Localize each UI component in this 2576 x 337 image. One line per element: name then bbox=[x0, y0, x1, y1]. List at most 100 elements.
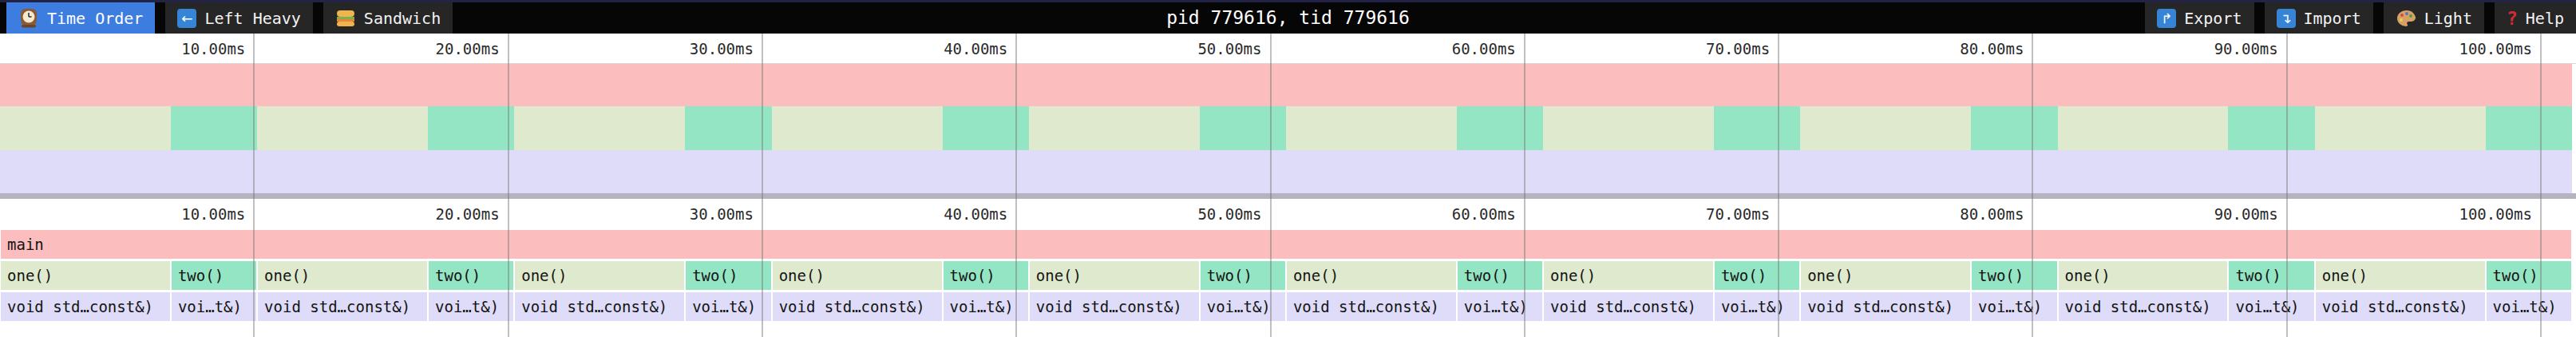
frame-block[interactable]: one() bbox=[1, 261, 170, 290]
speedscope-app: Time Order←Left HeavySandwich pid 779616… bbox=[0, 0, 2576, 337]
frame-block[interactable]: one() bbox=[2316, 261, 2485, 290]
minimap-frame[interactable] bbox=[1971, 150, 2058, 193]
export-button[interactable]: ↱Export bbox=[2145, 2, 2254, 34]
gridline bbox=[2540, 34, 2542, 337]
minimap-frame[interactable] bbox=[171, 150, 257, 193]
minimap-frame[interactable] bbox=[1971, 106, 2058, 150]
minimap-frame[interactable] bbox=[685, 150, 772, 193]
minimap-frame[interactable] bbox=[1286, 150, 1457, 193]
minimap-frame[interactable] bbox=[772, 150, 943, 193]
minimap-frame[interactable] bbox=[1800, 106, 1971, 150]
frame-label: voi…t&) bbox=[178, 298, 242, 315]
frame-label: voi…t&) bbox=[1207, 298, 1271, 315]
minimap-frame[interactable] bbox=[171, 106, 257, 150]
frame-block[interactable]: voi…t&) bbox=[172, 292, 256, 321]
minimap-frame[interactable] bbox=[1714, 150, 1800, 193]
frame-block[interactable]: void std…const&) bbox=[1030, 292, 1199, 321]
minimap-frame[interactable] bbox=[1543, 106, 1714, 150]
minimap-frame[interactable] bbox=[1543, 150, 1714, 193]
minimap-frame[interactable] bbox=[1457, 150, 1543, 193]
minimap-frame[interactable] bbox=[1286, 106, 1457, 150]
frame-block[interactable]: two() bbox=[429, 261, 513, 290]
minimap-frame[interactable] bbox=[2315, 106, 2486, 150]
frame-block[interactable]: voi…t&) bbox=[1715, 292, 1799, 321]
frame-block[interactable]: two() bbox=[1972, 261, 2057, 290]
minimap-frame[interactable] bbox=[0, 64, 2572, 106]
minimap-frame[interactable] bbox=[1029, 150, 1200, 193]
frame-block[interactable]: one() bbox=[515, 261, 684, 290]
frame-label: void std…const&) bbox=[1036, 298, 1182, 315]
minimap-chart-divider[interactable] bbox=[0, 193, 2576, 199]
frame-block[interactable]: voi…t&) bbox=[1972, 292, 2057, 321]
import-button[interactable]: ↴Import bbox=[2265, 2, 2373, 34]
frame-block[interactable]: voi…t&) bbox=[686, 292, 771, 321]
minimap-frame[interactable] bbox=[1800, 150, 1971, 193]
frame-block[interactable]: voi…t&) bbox=[429, 292, 513, 321]
minimap-frame[interactable] bbox=[257, 106, 428, 150]
frame-block[interactable]: void std…const&) bbox=[515, 292, 684, 321]
frame-block[interactable]: two() bbox=[1458, 261, 1542, 290]
minimap-row-main[interactable] bbox=[0, 64, 2576, 106]
tab-left-heavy[interactable]: ←Left Heavy bbox=[165, 2, 312, 34]
frame-label: one() bbox=[1807, 267, 1853, 284]
frame-block[interactable]: one() bbox=[1544, 261, 1713, 290]
tick-label: 10.00ms bbox=[181, 34, 245, 64]
tab-time-order[interactable]: Time Order bbox=[6, 2, 155, 34]
minimap-frame[interactable] bbox=[2315, 150, 2486, 193]
frame-block[interactable]: two() bbox=[1715, 261, 1799, 290]
minimap-frame[interactable] bbox=[0, 150, 171, 193]
frame-block[interactable]: void std…const&) bbox=[1, 292, 170, 321]
frame-block[interactable]: void std…const&) bbox=[1801, 292, 1970, 321]
frame-block[interactable]: two() bbox=[2487, 261, 2571, 290]
frame-label: void std…const&) bbox=[1807, 298, 1953, 315]
frame-block[interactable]: two() bbox=[2229, 261, 2313, 290]
frame-block[interactable]: void std…const&) bbox=[1287, 292, 1456, 321]
frame-block[interactable]: one() bbox=[1287, 261, 1456, 290]
frame-block[interactable]: one() bbox=[1030, 261, 1199, 290]
frame-block[interactable]: two() bbox=[1201, 261, 1285, 290]
minimap-frame[interactable] bbox=[257, 150, 428, 193]
frame-block[interactable]: one() bbox=[258, 261, 427, 290]
minimap-frame[interactable] bbox=[2058, 150, 2229, 193]
frame-block[interactable]: void std…const&) bbox=[1544, 292, 1713, 321]
minimap-frame[interactable] bbox=[1200, 106, 1286, 150]
tab-sandwich[interactable]: Sandwich bbox=[323, 2, 453, 34]
frame-block[interactable]: voi…t&) bbox=[2229, 292, 2313, 321]
view-tabs: Time Order ←Left Heavy Sandwich bbox=[6, 2, 463, 34]
minimap-frame[interactable] bbox=[514, 150, 685, 193]
minimap-frame[interactable] bbox=[1457, 106, 1543, 150]
minimap-frame[interactable] bbox=[772, 106, 943, 150]
frame-block[interactable]: main bbox=[1, 230, 2571, 259]
frame-block[interactable]: void std…const&) bbox=[2059, 292, 2228, 321]
minimap-row-depth2[interactable] bbox=[0, 150, 2576, 193]
frame-block[interactable]: voi…t&) bbox=[1458, 292, 1542, 321]
frame-block[interactable]: one() bbox=[2059, 261, 2228, 290]
light-button[interactable]: Light bbox=[2384, 2, 2484, 34]
frame-block[interactable]: one() bbox=[773, 261, 942, 290]
minimap-frame[interactable] bbox=[2486, 106, 2572, 150]
help-button[interactable]: ?Help bbox=[2495, 2, 2576, 34]
minimap-frame[interactable] bbox=[2228, 106, 2314, 150]
frame-block[interactable]: voi…t&) bbox=[2487, 292, 2571, 321]
minimap-frame[interactable] bbox=[2486, 150, 2572, 193]
minimap-frame[interactable] bbox=[0, 106, 171, 150]
minimap-frame[interactable] bbox=[1714, 106, 1800, 150]
minimap-frame[interactable] bbox=[428, 150, 514, 193]
minimap-row-depth1[interactable] bbox=[0, 106, 2576, 150]
frame-block[interactable]: two() bbox=[686, 261, 771, 290]
minimap-frame[interactable] bbox=[685, 106, 772, 150]
minimap-frame[interactable] bbox=[2058, 106, 2229, 150]
action-label: Light bbox=[2424, 9, 2472, 28]
minimap-frame[interactable] bbox=[514, 106, 685, 150]
frame-block[interactable]: two() bbox=[172, 261, 256, 290]
minimap-frame[interactable] bbox=[2228, 150, 2314, 193]
frame-block[interactable]: one() bbox=[1801, 261, 1970, 290]
frame-block[interactable]: void std…const&) bbox=[773, 292, 942, 321]
frame-label: one() bbox=[264, 267, 310, 284]
minimap-frame[interactable] bbox=[1200, 150, 1286, 193]
minimap-frame[interactable] bbox=[1029, 106, 1200, 150]
frame-block[interactable]: voi…t&) bbox=[1201, 292, 1285, 321]
frame-block[interactable]: void std…const&) bbox=[258, 292, 427, 321]
minimap-frame[interactable] bbox=[428, 106, 514, 150]
frame-block[interactable]: void std…const&) bbox=[2316, 292, 2485, 321]
